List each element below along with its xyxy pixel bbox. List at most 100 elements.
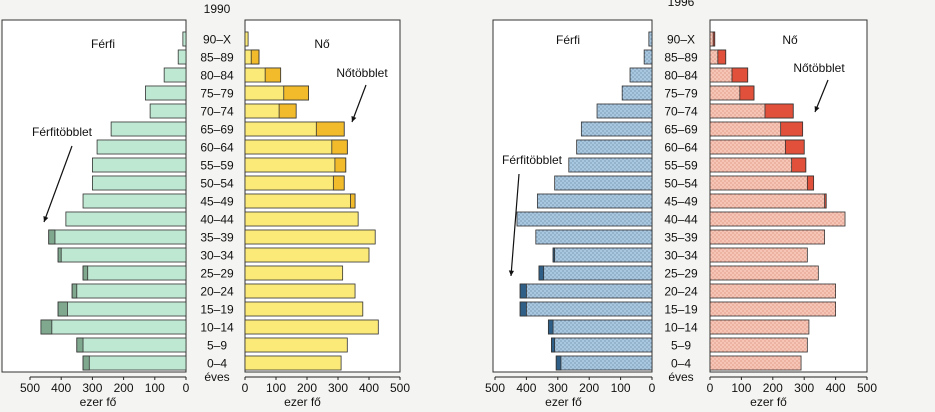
female-bar <box>709 355 802 371</box>
male-bar <box>163 67 187 83</box>
female-bar <box>709 265 819 281</box>
age-group-label: 0–4 <box>207 357 227 371</box>
male-bar <box>580 121 653 137</box>
age-group-label: 45–49 <box>664 195 698 209</box>
male-bar <box>149 103 187 119</box>
male-surplus-bar <box>71 283 78 299</box>
female-bar <box>244 247 370 263</box>
age-group-label: 60–64 <box>664 141 698 155</box>
male-bar <box>576 139 653 155</box>
male-tick-label: 0 <box>183 381 190 395</box>
male-surplus-bar <box>76 337 84 353</box>
age-group-label: 5–9 <box>671 339 691 353</box>
male-bar <box>57 301 187 317</box>
female-surplus-bar <box>250 49 260 65</box>
male-surplus-bar <box>538 265 545 281</box>
female-surplus-bar <box>824 193 827 209</box>
age-group-label: 45–49 <box>200 195 234 209</box>
female-surplus-bar <box>784 139 805 155</box>
age-group-label: 10–14 <box>200 321 234 335</box>
male-label: Férfi <box>91 37 115 51</box>
female-bar <box>709 337 808 353</box>
male-surplus-bar <box>57 247 62 263</box>
male-bar <box>92 175 187 191</box>
female-bar <box>709 283 836 299</box>
female-surplus-bar <box>334 157 347 173</box>
female-surplus-bar <box>780 121 804 137</box>
age-group-label: 90–X <box>667 33 695 47</box>
male-surplus-bar <box>519 301 527 317</box>
male-tick-label: 500 <box>485 381 505 395</box>
female-surplus-annotation: Nőtöbblet <box>793 61 845 75</box>
female-bar <box>709 175 815 191</box>
female-tick-label: 0 <box>707 381 714 395</box>
male-label: Férfi <box>556 33 580 47</box>
male-bar <box>71 283 187 299</box>
age-group-label: 20–24 <box>200 285 234 299</box>
pyramid-1996: 1996 Férfi Nő 90–X 85–89 80–84 75–79 70–74 65–69… <box>485 0 877 409</box>
male-tick-label: 400 <box>51 381 71 395</box>
male-tick-label: 200 <box>579 381 599 395</box>
age-group-label: 55–59 <box>200 159 234 173</box>
male-surplus-bar <box>82 355 90 371</box>
male-bar <box>57 247 187 263</box>
age-group-label: 0–4 <box>671 357 691 371</box>
female-tick-label: 500 <box>857 381 877 395</box>
male-bar <box>643 49 653 65</box>
male-bar <box>145 85 187 101</box>
female-tick-label: 100 <box>731 381 751 395</box>
female-surplus-bar <box>806 175 815 191</box>
age-group-label: 65–69 <box>664 123 698 137</box>
age-group-label: 85–89 <box>664 51 698 65</box>
female-bar <box>709 229 826 245</box>
female-bar <box>244 265 344 281</box>
age-axis-label: éves <box>668 370 693 384</box>
female-surplus-bar <box>739 85 755 101</box>
female-bar <box>244 283 356 299</box>
female-surplus-bar <box>717 49 727 65</box>
age-group-label: 80–84 <box>200 69 234 83</box>
male-surplus-annotation: Férfitöbblet <box>502 153 563 167</box>
female-tick-label: 300 <box>328 381 348 395</box>
male-surplus-arrow <box>510 173 520 277</box>
female-bar <box>244 157 347 173</box>
male-bar <box>519 301 653 317</box>
age-group-label: 90–X <box>203 33 231 47</box>
male-bar <box>82 355 187 371</box>
male-tick-label: 300 <box>82 381 102 395</box>
female-bar <box>709 301 836 317</box>
female-tick-label: 500 <box>390 381 410 395</box>
male-surplus-arrow-head <box>508 270 515 276</box>
female-tick-label: 400 <box>826 381 846 395</box>
female-bar <box>244 211 359 227</box>
age-group-label: 15–19 <box>664 303 698 317</box>
male-bar <box>92 157 187 173</box>
age-group-label: 75–79 <box>664 87 698 101</box>
female-surplus-bar <box>264 67 282 83</box>
female-tick-label: 300 <box>794 381 814 395</box>
age-group-label: 70–74 <box>664 105 698 119</box>
female-bar <box>244 193 356 209</box>
female-tick-label: 400 <box>359 381 379 395</box>
male-surplus-arrow-head <box>43 216 49 222</box>
male-bar <box>554 175 653 191</box>
male-bar <box>551 337 653 353</box>
female-surplus-arrow-head <box>351 116 357 122</box>
age-group-label: 25–29 <box>664 267 698 281</box>
age-group-label: 35–39 <box>200 231 234 245</box>
female-surplus-bar <box>331 139 348 155</box>
male-bar <box>568 157 653 173</box>
male-bar <box>48 229 187 245</box>
female-surplus-bar <box>332 175 345 191</box>
male-unit-label: ezer fő <box>545 395 582 409</box>
male-bar <box>621 85 653 101</box>
female-bar <box>244 301 364 317</box>
male-tick-label: 400 <box>516 381 536 395</box>
female-surplus-bar <box>712 31 716 47</box>
male-bar <box>519 283 653 299</box>
male-tick-label: 100 <box>145 381 165 395</box>
female-bar <box>244 337 348 353</box>
male-bar <box>76 337 187 353</box>
age-group-label: 70–74 <box>200 105 234 119</box>
